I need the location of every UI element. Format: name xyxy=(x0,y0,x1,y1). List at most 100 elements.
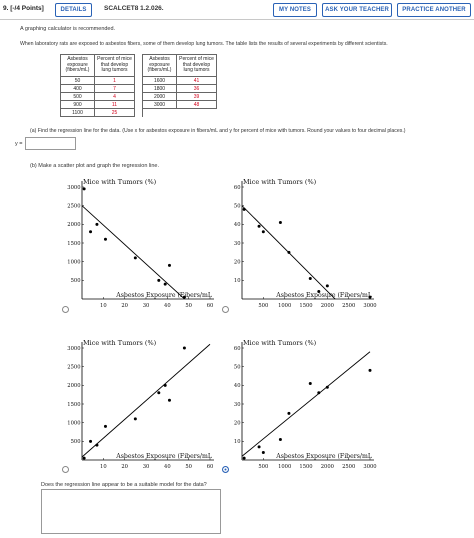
regression-answer-input[interactable] xyxy=(25,137,76,150)
graph-option-1-radio[interactable] xyxy=(62,306,69,313)
y-tick-label: 30 xyxy=(234,402,241,408)
y-tick-label: 2500 xyxy=(67,203,80,209)
regression-line xyxy=(82,343,211,458)
data-point xyxy=(278,437,282,441)
data-point xyxy=(89,230,93,234)
y-tick-label: 500 xyxy=(71,439,81,445)
data-point xyxy=(261,451,265,455)
x-tick-label: 2500 xyxy=(342,303,355,309)
table-cell: 50 xyxy=(60,76,95,85)
table-cell: 4 xyxy=(94,92,135,101)
problem-text: When laboratory rats are exposed to asbe… xyxy=(20,41,388,47)
x-axis-label: Asbestos Exposure (Fibers/mL xyxy=(275,292,372,299)
graph-title: Mice with Tumors (%) xyxy=(243,178,317,186)
data-point xyxy=(95,443,99,447)
table-header: Percent of mice that develop lung tumors xyxy=(94,54,135,77)
data-point xyxy=(308,276,312,280)
question-header: 9. [-/4 Points] DETAILS SCALCET8 1.2.026… xyxy=(0,0,474,20)
table-cell: 39 xyxy=(176,92,217,101)
data-point xyxy=(157,278,161,282)
regression-line xyxy=(242,351,371,457)
graph-option-2-radio[interactable] xyxy=(222,306,229,313)
y-tick-label: 50 xyxy=(234,364,241,370)
x-tick-label: 60 xyxy=(207,464,214,470)
x-tick-label: 20 xyxy=(121,464,128,470)
y-tick-label: 2000 xyxy=(67,383,80,389)
suitability-answer-textarea[interactable] xyxy=(41,489,221,534)
part-c-prompt: Does the regression line appear to be a … xyxy=(41,482,207,488)
data-point xyxy=(103,237,107,241)
graph-option-1: 10 20 30 40 50 60 500 1000 1500 2000 2500 3000Mice … xyxy=(67,178,214,309)
data-point xyxy=(278,220,282,224)
y-tick-label: 3000 xyxy=(67,185,80,191)
my-notes-button[interactable]: MY NOTES xyxy=(273,3,317,17)
data-point xyxy=(82,456,86,460)
y-tick-label: 30 xyxy=(234,241,241,247)
data-point xyxy=(325,284,329,288)
x-tick-label: 500 xyxy=(258,464,268,470)
x-tick-label: 3000 xyxy=(363,303,376,309)
y-tick-label: 2000 xyxy=(67,222,80,228)
data-point xyxy=(368,295,372,299)
part-b-prompt: (b) Make a scatter plot and graph the re… xyxy=(30,163,160,169)
data-point xyxy=(182,295,186,299)
y-tick-label: 1000 xyxy=(67,259,80,265)
table-cell: 900 xyxy=(60,100,95,109)
x-tick-label: 2500 xyxy=(342,464,355,470)
table-cell: 2000 xyxy=(142,92,177,101)
regression-line xyxy=(242,205,336,299)
x-tick-label: 30 xyxy=(143,464,150,470)
x-tick-label: 10 xyxy=(100,303,107,309)
x-axis-label: Asbestos Exposure (Fibers/mL xyxy=(115,292,212,299)
data-point xyxy=(167,263,171,267)
data-point xyxy=(103,424,107,428)
y-tick-label: 20 xyxy=(234,259,241,265)
x-tick-label: 40 xyxy=(164,303,171,309)
table-cell: 1 xyxy=(94,76,135,85)
data-point xyxy=(261,230,265,234)
ask-teacher-button[interactable]: ASK YOUR TEACHER xyxy=(322,3,392,17)
graph-option-4-radio[interactable] xyxy=(222,466,229,473)
x-tick-label: 60 xyxy=(207,303,214,309)
graph-option-3: 10 20 30 40 50 60 500 1000 1500 2000 2500 3000Mice … xyxy=(67,339,214,470)
table-cell: 400 xyxy=(60,84,95,93)
x-tick-label: 3000 xyxy=(363,464,376,470)
graph-title: Mice with Tumors (%) xyxy=(83,339,157,347)
graph-option-2: 500 1000 1500 2000 2500 3000 10 20 30 40 50 60Mice … xyxy=(234,178,377,309)
x-tick-label: 500 xyxy=(258,303,268,309)
data-point xyxy=(133,256,137,260)
table-cell: 1600 xyxy=(142,76,177,85)
data-point xyxy=(242,207,246,211)
y-tick-label: 500 xyxy=(71,278,81,284)
table-cell: 500 xyxy=(60,92,95,101)
table-cell: 3000 xyxy=(142,100,177,109)
x-tick-label: 2000 xyxy=(321,464,334,470)
graph-title: Mice with Tumors (%) xyxy=(83,178,157,186)
y-tick-label: 10 xyxy=(234,278,241,284)
y-tick-label: 1500 xyxy=(67,241,80,247)
data-point xyxy=(257,445,261,449)
y-equals-label: y = xyxy=(15,141,23,147)
x-tick-label: 30 xyxy=(143,303,150,309)
y-tick-label: 2500 xyxy=(67,364,80,370)
part-a-prompt: (a) Find the regression line for the dat… xyxy=(30,128,406,134)
data-table: Asbestos exposure (fibers/mL) Percent of… xyxy=(60,54,217,117)
graph-title: Mice with Tumors (%) xyxy=(243,339,317,347)
question-code: SCALCET8 1.2.026. xyxy=(104,5,164,12)
details-button[interactable]: DETAILS xyxy=(55,3,92,17)
table-header: Asbestos exposure (fibers/mL) xyxy=(60,54,95,77)
data-point xyxy=(167,398,171,402)
practice-another-button[interactable]: PRACTICE ANOTHER xyxy=(397,3,471,17)
data-point xyxy=(163,282,167,286)
table-header: Percent of mice that develop lung tumors xyxy=(176,54,217,77)
y-tick-label: 10 xyxy=(234,439,241,445)
table-header: Asbestos exposure (fibers/mL) xyxy=(142,54,177,77)
data-point xyxy=(368,368,372,372)
graph-option-3-radio[interactable] xyxy=(62,466,69,473)
graph-option-4: 500 1000 1500 2000 2500 3000 10 20 30 40 50 60Mice … xyxy=(234,339,377,470)
table-cell: 1800 xyxy=(142,84,177,93)
data-point xyxy=(82,187,86,191)
y-tick-label: 1500 xyxy=(67,402,80,408)
data-point xyxy=(317,391,321,395)
data-point xyxy=(287,250,291,254)
